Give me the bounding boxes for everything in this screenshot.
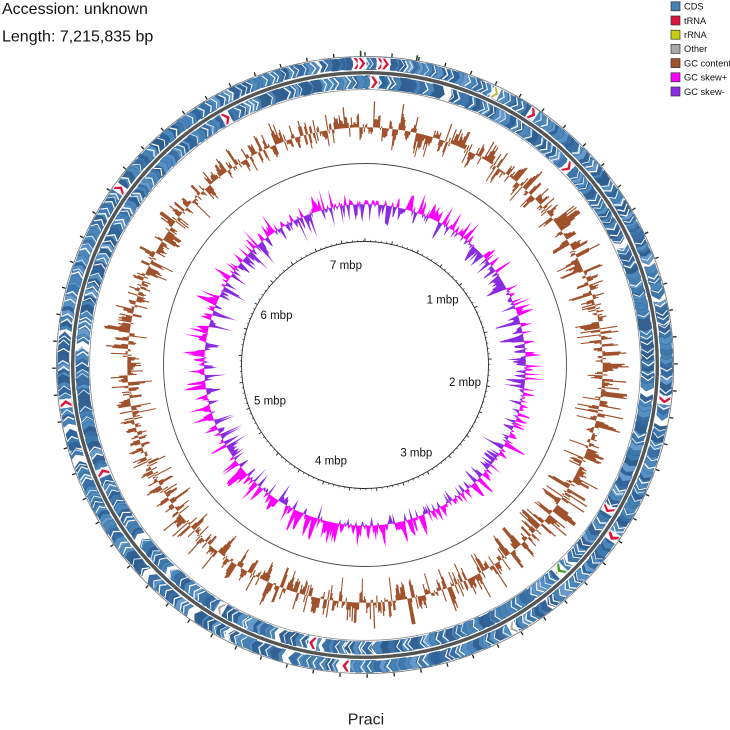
- svg-text:Other: Other: [684, 44, 707, 54]
- svg-text:5 mbp: 5 mbp: [254, 396, 286, 408]
- svg-text:1 mbp: 1 mbp: [427, 295, 459, 307]
- svg-text:GC skew-: GC skew-: [684, 87, 725, 97]
- svg-text:7 mbp: 7 mbp: [330, 260, 362, 272]
- svg-text:GC content: GC content: [684, 58, 730, 68]
- svg-text:Length: 7,215,835 bp: Length: 7,215,835 bp: [2, 29, 153, 46]
- svg-text:2 mbp: 2 mbp: [449, 377, 481, 389]
- svg-text:4 mbp: 4 mbp: [315, 456, 347, 468]
- svg-text:CDS: CDS: [684, 2, 704, 12]
- svg-text:Accession: unknown: Accession: unknown: [2, 1, 148, 18]
- svg-text:6 mbp: 6 mbp: [261, 310, 293, 322]
- svg-text:GC skew+: GC skew+: [684, 73, 727, 83]
- svg-text:rRNA: rRNA: [684, 30, 708, 40]
- svg-text:3 mbp: 3 mbp: [400, 448, 432, 460]
- svg-text:Praci: Praci: [348, 712, 384, 729]
- svg-text:tRNA: tRNA: [684, 16, 707, 26]
